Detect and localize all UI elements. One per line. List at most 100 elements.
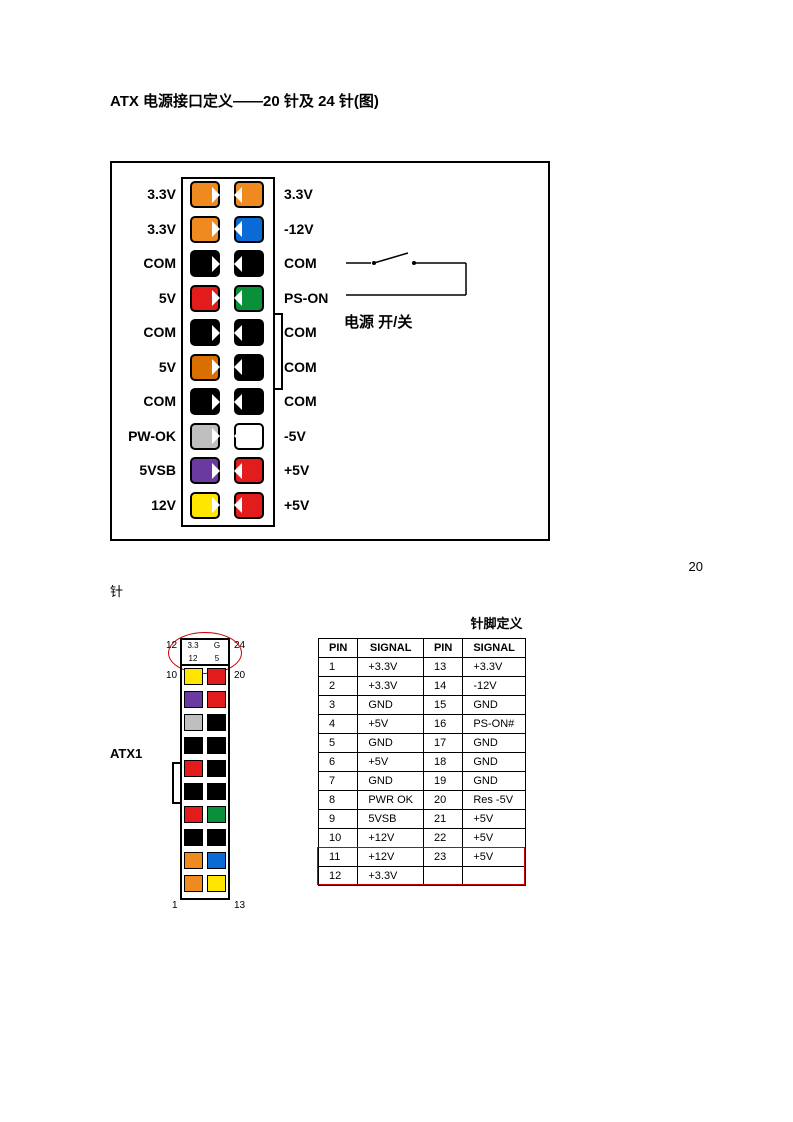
table-cell: 2 bbox=[319, 677, 358, 696]
table-cell: 20 bbox=[423, 791, 462, 810]
pin-block-small bbox=[207, 737, 226, 754]
table-cell: 7 bbox=[319, 772, 358, 791]
table-row: 10+12V22+5V bbox=[319, 829, 526, 848]
table-cell: 1 bbox=[319, 658, 358, 677]
table-row: 95VSB21+5V bbox=[319, 810, 526, 829]
pin-block bbox=[234, 388, 264, 415]
table-row: 8PWR OK20Res -5V bbox=[319, 791, 526, 810]
table-cell: 8 bbox=[319, 791, 358, 810]
pin-label-left: COM bbox=[118, 324, 176, 340]
pin-block bbox=[234, 216, 264, 243]
page-title: ATX 电源接口定义——20 针及 24 针(图) bbox=[110, 90, 683, 111]
table-cell: 19 bbox=[423, 772, 462, 791]
table-cell: 14 bbox=[423, 677, 462, 696]
pin-block-small bbox=[184, 737, 203, 754]
table-cell: 16 bbox=[423, 715, 462, 734]
pin-block-small bbox=[184, 691, 203, 708]
table-cell: 23 bbox=[423, 848, 462, 867]
table-cell: 3 bbox=[319, 696, 358, 715]
table-cell: 5 bbox=[319, 734, 358, 753]
pin-label-left: COM bbox=[118, 393, 176, 409]
table-row: 7GND19GND bbox=[319, 772, 526, 791]
pin-block bbox=[234, 319, 264, 346]
table-row: 2+3.3V14-12V bbox=[319, 677, 526, 696]
pin-table-wrapper: PINSIGNALPINSIGNAL 1+3.3V13+3.3V2+3.3V14… bbox=[318, 638, 526, 886]
24pin-section: 针脚定义 ATX1 12 24 10 20 1 13 3.3G125 PINSI… bbox=[110, 613, 683, 928]
table-cell: GND bbox=[463, 696, 526, 715]
pin-block-small bbox=[207, 691, 226, 708]
pin-label-right: +5V bbox=[284, 462, 309, 478]
pin-block-small bbox=[207, 668, 226, 685]
pin-definition-title: 针脚定义 bbox=[310, 613, 683, 632]
table-cell: GND bbox=[463, 772, 526, 791]
table-header: SIGNAL bbox=[463, 639, 526, 658]
table-row: 3GND15GND bbox=[319, 696, 526, 715]
caption-20pin: 20 针 bbox=[110, 559, 683, 599]
table-cell bbox=[463, 867, 526, 886]
pin-label-left: 3.3V bbox=[118, 186, 176, 202]
pin-label-right: PS-ON bbox=[284, 290, 328, 306]
table-cell: PWR OK bbox=[358, 791, 424, 810]
table-cell: GND bbox=[463, 753, 526, 772]
table-cell bbox=[423, 867, 462, 886]
pin-block bbox=[190, 216, 220, 243]
pin-block bbox=[190, 388, 220, 415]
pin-block bbox=[234, 250, 264, 277]
table-cell: 10 bbox=[319, 829, 358, 848]
pin-label-right: COM bbox=[284, 324, 317, 340]
table-cell: +5V bbox=[463, 848, 526, 867]
connector-key-bracket bbox=[275, 313, 283, 390]
pin-label-right: 3.3V bbox=[284, 186, 313, 202]
pin-block-small bbox=[207, 783, 226, 800]
pin-block-small bbox=[207, 760, 226, 777]
caption-20-number: 20 bbox=[689, 559, 703, 574]
pin-block-small bbox=[184, 829, 203, 846]
pin-block bbox=[234, 423, 264, 450]
pin-block-small bbox=[207, 875, 226, 892]
pin-block bbox=[234, 492, 264, 519]
table-cell: -12V bbox=[463, 677, 526, 696]
table-cell: +12V bbox=[358, 829, 424, 848]
table-cell: PS-ON# bbox=[463, 715, 526, 734]
pin-num-10: 10 bbox=[166, 670, 177, 681]
table-cell: 17 bbox=[423, 734, 462, 753]
table-row: 5GND17GND bbox=[319, 734, 526, 753]
table-cell: 22 bbox=[423, 829, 462, 848]
pin-block bbox=[234, 181, 264, 208]
table-header: PIN bbox=[423, 639, 462, 658]
pin-block bbox=[190, 285, 220, 312]
pin-label-right: COM bbox=[284, 359, 317, 375]
pin-block-small bbox=[184, 760, 203, 777]
pin-label-right: -5V bbox=[284, 428, 306, 444]
table-cell: +3.3V bbox=[358, 867, 424, 886]
table-cell: 15 bbox=[423, 696, 462, 715]
pin-label-left: PW-OK bbox=[118, 428, 176, 444]
pin-block-small bbox=[184, 783, 203, 800]
pin-num-1: 1 bbox=[172, 900, 178, 911]
pin-label-left: 3.3V bbox=[118, 221, 176, 237]
pin-block bbox=[190, 319, 220, 346]
pin-label-right: +5V bbox=[284, 497, 309, 513]
pin-block bbox=[190, 492, 220, 519]
table-cell: 9 bbox=[319, 810, 358, 829]
power-switch-icon bbox=[346, 243, 486, 303]
table-cell: Res -5V bbox=[463, 791, 526, 810]
pin-block bbox=[234, 457, 264, 484]
table-cell: GND bbox=[358, 772, 424, 791]
table-row: 1+3.3V13+3.3V bbox=[319, 658, 526, 677]
pin-block-small bbox=[184, 714, 203, 731]
table-row: 6+5V18GND bbox=[319, 753, 526, 772]
pin-block-small bbox=[207, 806, 226, 823]
table-cell: 21 bbox=[423, 810, 462, 829]
pin-label-right: COM bbox=[284, 393, 317, 409]
table-cell: 4 bbox=[319, 715, 358, 734]
power-switch-label: 电源 开/关 bbox=[344, 311, 412, 332]
pin-block bbox=[234, 285, 264, 312]
pin-label-left: COM bbox=[118, 255, 176, 271]
pin-label-right: COM bbox=[284, 255, 317, 271]
table-cell: 12 bbox=[319, 867, 358, 886]
pin-num-13: 13 bbox=[234, 900, 245, 911]
table-cell: 18 bbox=[423, 753, 462, 772]
pin-block-small bbox=[184, 852, 203, 869]
table-cell: 11 bbox=[319, 848, 358, 867]
